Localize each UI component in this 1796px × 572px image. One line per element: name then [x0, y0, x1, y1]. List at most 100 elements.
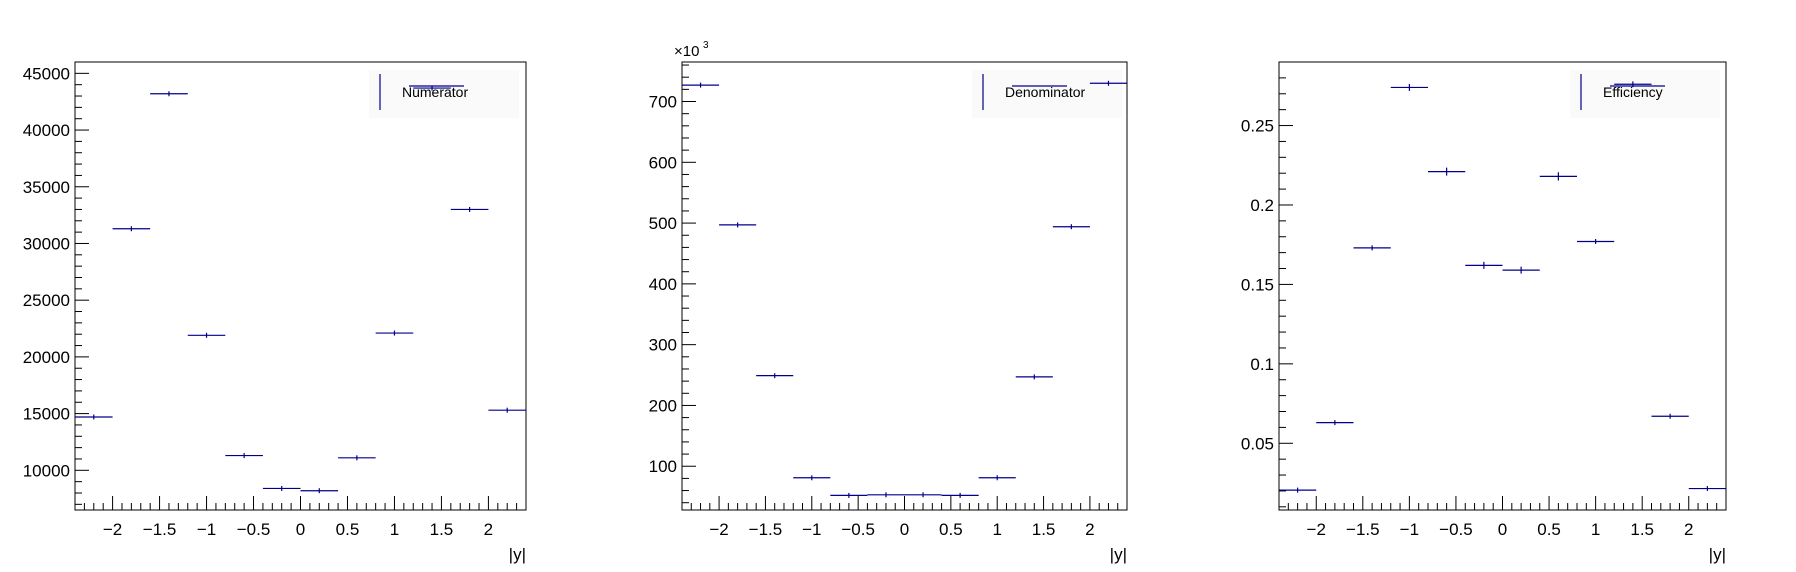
data-point	[1539, 172, 1577, 181]
data-point	[1465, 261, 1503, 269]
x-axis-title: |y|	[1709, 545, 1726, 564]
y-tick-label: 15000	[23, 405, 70, 424]
data-point	[1052, 224, 1090, 230]
data-point	[1316, 420, 1354, 426]
legend-box	[972, 70, 1122, 118]
data-point	[1279, 487, 1317, 493]
y-tick-label: 0.25	[1241, 117, 1274, 136]
x-tick-label: −1	[1400, 520, 1419, 539]
x-tick-label: 1.5	[430, 520, 454, 539]
data-point	[1502, 266, 1540, 274]
data-point	[75, 414, 113, 420]
x-tick-label: −1.5	[143, 520, 177, 539]
data-point	[978, 475, 1016, 481]
y-tick-label: 300	[649, 336, 677, 355]
data-point	[413, 85, 451, 91]
data-point	[338, 455, 376, 461]
x-tick-label: −2	[1307, 520, 1326, 539]
data-point	[1428, 167, 1466, 176]
x-tick-label: 1	[1591, 520, 1600, 539]
y-tick-label: 40000	[23, 121, 70, 140]
y-tick-label: 600	[649, 153, 677, 172]
data-point	[1015, 374, 1053, 380]
data-point	[719, 222, 757, 228]
y-axis-exponent-power: 3	[703, 40, 709, 51]
y-tick-label: 35000	[23, 178, 70, 197]
x-tick-label: −2	[709, 520, 728, 539]
x-tick-label: −0.5	[1439, 520, 1473, 539]
legend-box	[369, 70, 519, 118]
legend-label: Numerator	[402, 84, 468, 100]
data-point	[262, 485, 301, 491]
x-tick-label: −2	[103, 520, 122, 539]
data-point	[682, 82, 720, 88]
data-point	[150, 91, 188, 97]
x-axis-title: |y|	[509, 545, 526, 564]
x-tick-label: −0.5	[841, 520, 875, 539]
x-axis-title: |y|	[1110, 545, 1127, 564]
x-tick-label: 2	[1085, 520, 1094, 539]
y-tick-label: 45000	[23, 64, 70, 83]
y-tick-label: 10000	[23, 461, 70, 480]
x-tick-label: 0.5	[336, 520, 360, 539]
data-point	[187, 332, 226, 338]
y-tick-label: 30000	[23, 234, 70, 253]
y-tick-label: 25000	[23, 291, 70, 310]
y-tick-label: 0.1	[1250, 355, 1274, 374]
data-point	[300, 488, 339, 494]
efficiency-chart: −2 −1.5 −1 −0.5 0 0.5 1 1.5 2 |y| 0.05 0.1 0.15 0.2 0.…	[1241, 61, 1727, 564]
x-tick-label: 0	[900, 520, 909, 539]
y-tick-label: 0.05	[1241, 434, 1274, 453]
data-point	[1651, 413, 1689, 419]
denominator-chart: −2 −1.5 −1 −0.5 0 0.5 1 1.5 2 |y| 100 200 300 400 500 6…	[649, 40, 1128, 564]
x-tick-label: 1	[390, 520, 399, 539]
x-tick-label: 1.5	[1032, 520, 1056, 539]
y-tick-label: 500	[649, 214, 677, 233]
data-point	[1614, 81, 1652, 88]
x-tick-label: −1	[197, 520, 216, 539]
data-point	[756, 373, 794, 379]
data-point	[1390, 83, 1428, 91]
x-tick-label: −1.5	[1346, 520, 1380, 539]
x-tick-label: −0.5	[237, 520, 271, 539]
plot-frame	[1278, 61, 1727, 511]
y-tick-label: 700	[649, 93, 677, 112]
x-tick-label: 2	[484, 520, 493, 539]
y-tick-label: 100	[649, 457, 677, 476]
data-point	[225, 453, 263, 459]
x-tick-label: 0.5	[1537, 520, 1561, 539]
x-tick-label: 1	[992, 520, 1001, 539]
x-tick-label: 0.5	[939, 520, 963, 539]
x-tick-label: −1.5	[749, 520, 783, 539]
legend-box	[1570, 70, 1720, 118]
x-tick-label: 0	[296, 520, 305, 539]
legend-label: Denominator	[1005, 84, 1085, 100]
y-tick-label: 0.2	[1250, 196, 1274, 215]
x-tick-label: 2	[1684, 520, 1693, 539]
data-point	[1688, 486, 1726, 492]
data-point	[375, 330, 414, 336]
data-point	[793, 475, 831, 481]
y-tick-label: 0.15	[1241, 275, 1274, 294]
x-tick-label: 1.5	[1630, 520, 1654, 539]
numerator-chart: −2 −1.5 −1 −0.5 0 0.5 1 1.5 2 |y| 10000 15000 20000 2…	[23, 61, 527, 564]
y-axis-exponent: ×10	[674, 43, 699, 60]
plot-frame	[681, 61, 1128, 511]
x-tick-label: −1	[802, 520, 821, 539]
legend-label: Efficiency	[1603, 84, 1663, 100]
data-point	[1577, 239, 1615, 245]
plot-frame	[74, 61, 527, 511]
data-point	[450, 206, 489, 212]
data-point	[1353, 245, 1391, 251]
x-tick-label: 0	[1498, 520, 1507, 539]
data-point	[488, 407, 526, 413]
data-point	[867, 492, 905, 498]
data-point	[112, 226, 151, 232]
data-point	[904, 492, 942, 498]
y-tick-label: 20000	[23, 348, 70, 367]
data-point	[941, 492, 979, 498]
y-tick-label: 400	[649, 275, 677, 294]
data-point	[1089, 80, 1127, 86]
y-tick-label: 200	[649, 396, 677, 415]
